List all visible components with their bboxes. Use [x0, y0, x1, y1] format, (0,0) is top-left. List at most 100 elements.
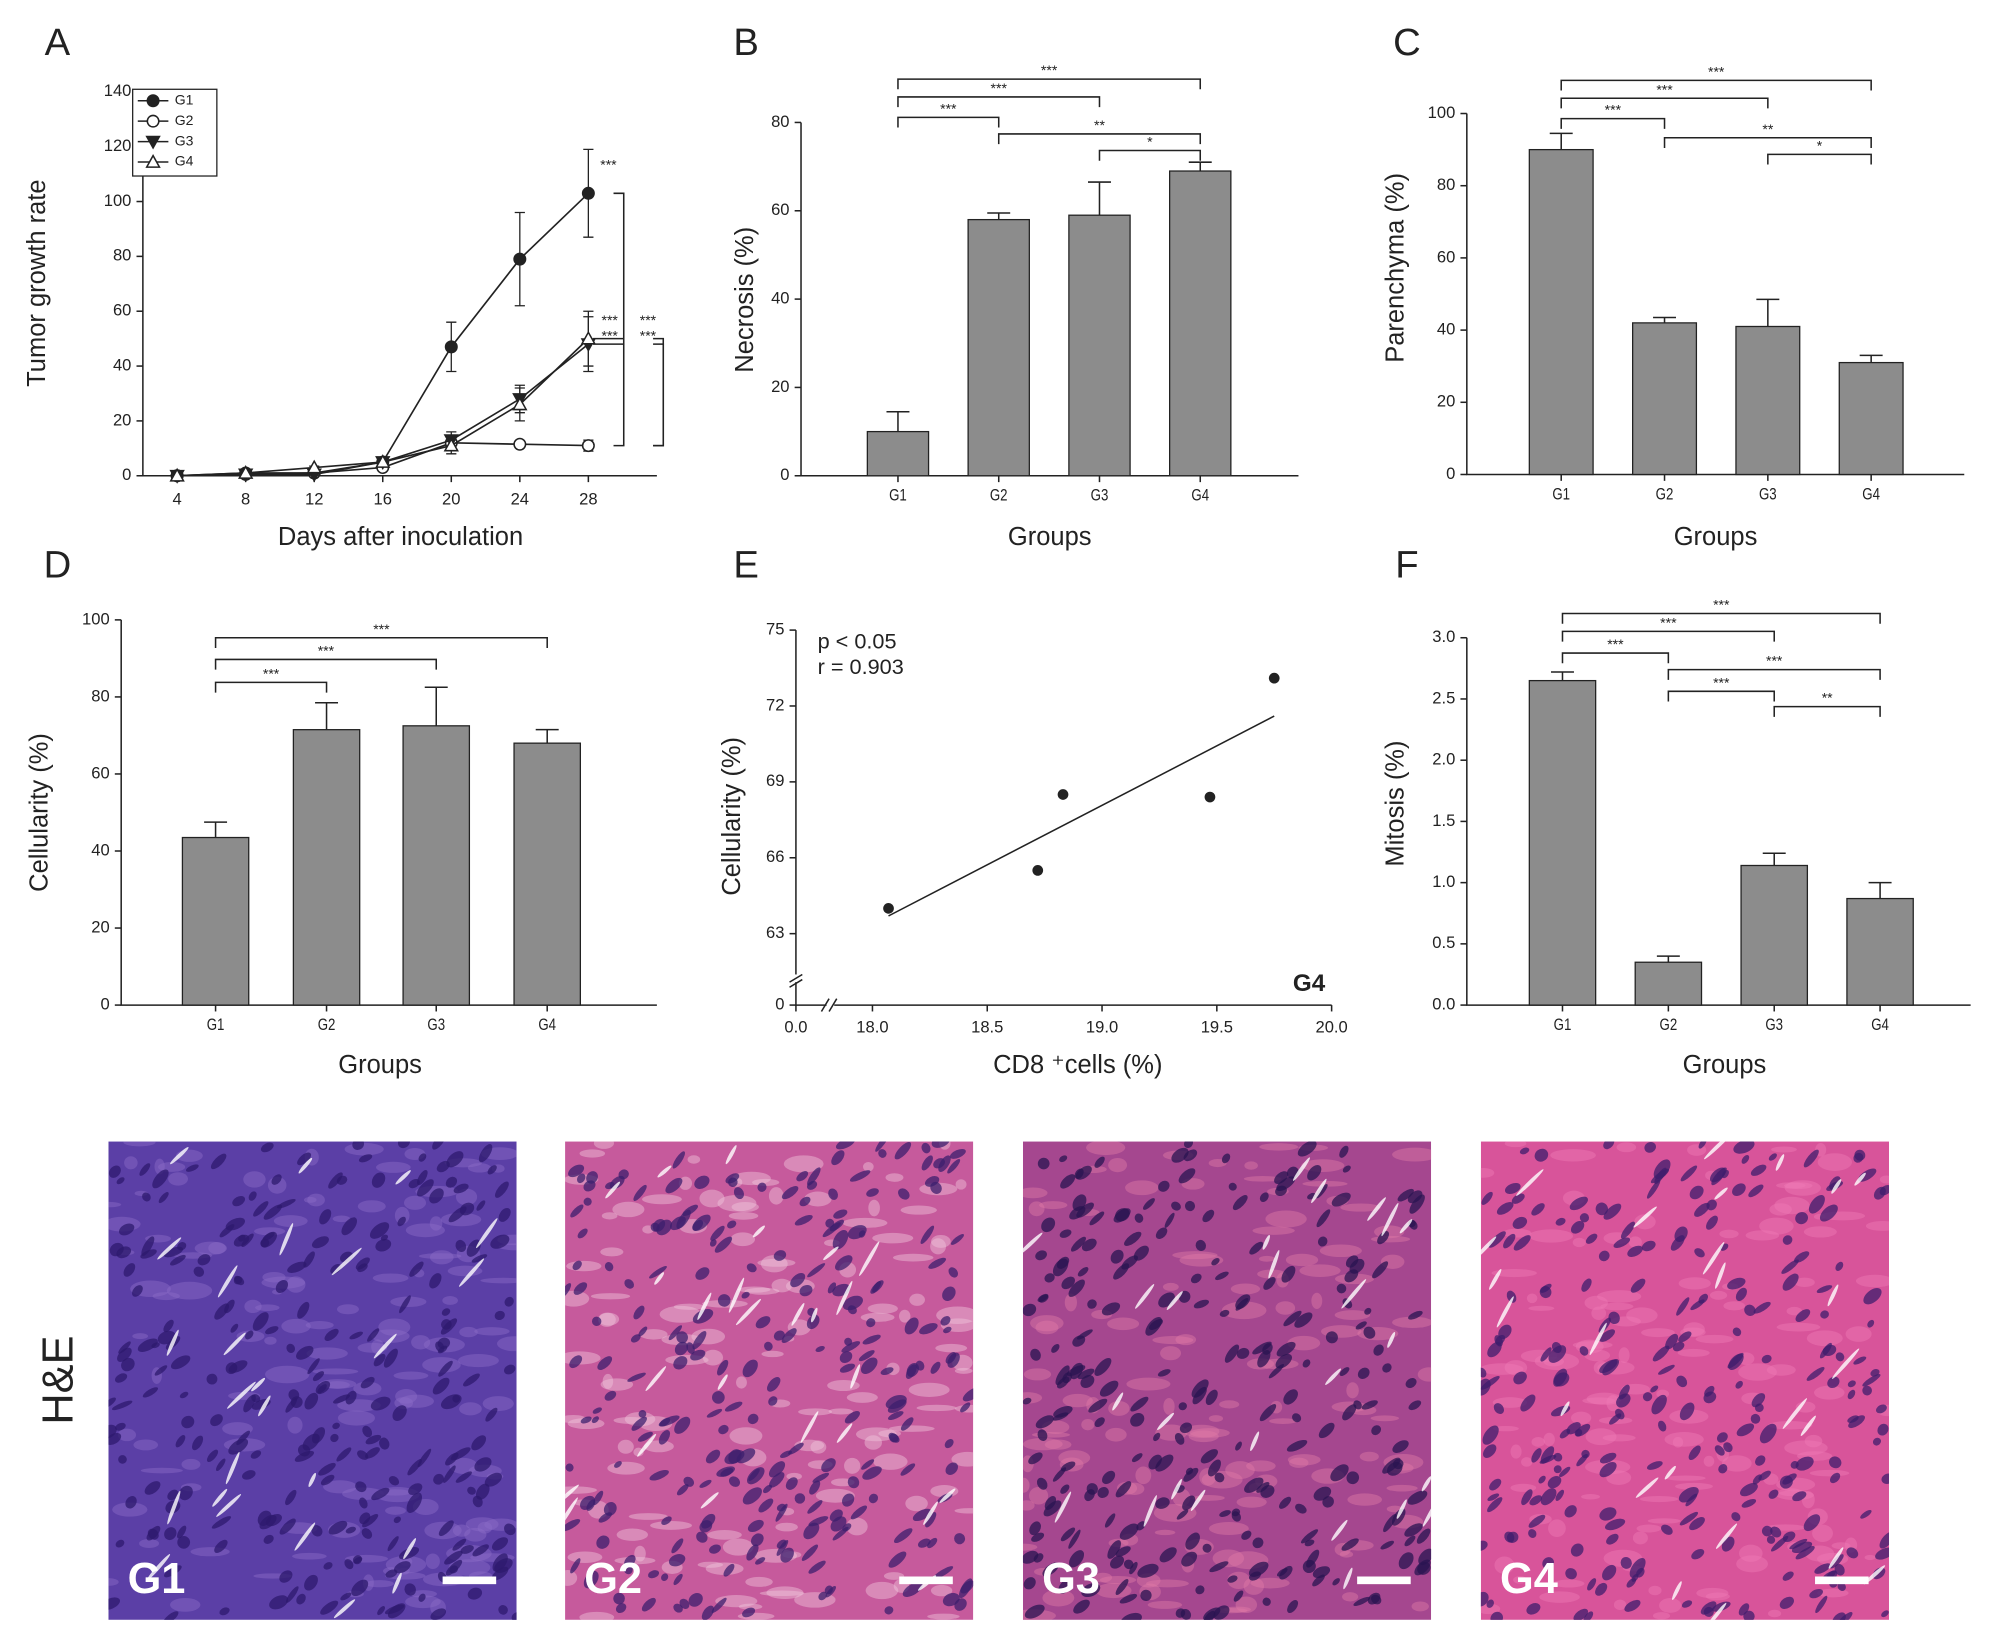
nucleus	[1181, 1551, 1198, 1567]
gap	[939, 1488, 956, 1504]
bar	[181, 836, 250, 1006]
gap	[251, 1377, 266, 1392]
nucleus	[1691, 1548, 1705, 1560]
tissue-light	[1126, 1377, 1171, 1391]
scale-bar	[899, 1576, 953, 1585]
y-tick-label: 1.0	[1432, 872, 1455, 891]
gap	[1341, 1279, 1367, 1309]
gap	[654, 1272, 665, 1285]
tissue-light	[909, 1293, 925, 1306]
nucleus	[211, 1516, 232, 1529]
nucleus	[776, 1539, 787, 1549]
gap	[1489, 1268, 1502, 1290]
nucleus	[417, 1448, 432, 1468]
gap	[725, 1145, 737, 1165]
nucleus	[1134, 1213, 1144, 1223]
y-tick-label: 80	[91, 686, 109, 705]
nucleus	[1528, 1514, 1546, 1528]
nucleus	[1698, 1293, 1709, 1304]
tissue-light	[1042, 1589, 1075, 1607]
nucleus	[285, 1489, 297, 1506]
tissue-light	[1504, 1360, 1528, 1376]
gap	[1292, 1157, 1310, 1181]
tissue-light	[1334, 1310, 1371, 1320]
tissue-light	[123, 1141, 156, 1147]
tissue-light	[1494, 1556, 1515, 1574]
tissue-light	[1370, 1415, 1399, 1422]
axes	[795, 630, 1332, 1006]
significance-label: ***	[1660, 614, 1677, 630]
nucleus	[1598, 1250, 1610, 1262]
nucleus	[742, 1359, 758, 1378]
nucleus	[1077, 1368, 1095, 1380]
nucleus	[1727, 1277, 1746, 1290]
nucleus	[1119, 1523, 1139, 1540]
tissue-light	[1648, 1585, 1662, 1596]
nucleus	[179, 1391, 189, 1399]
gap	[1311, 1178, 1327, 1204]
nucleus	[1832, 1612, 1846, 1620]
nucleus	[1262, 1597, 1271, 1606]
bar	[513, 742, 582, 1006]
y-tick-label: 60	[91, 763, 109, 782]
nucleus	[115, 1539, 125, 1548]
nucleus	[1414, 1559, 1431, 1576]
nucleus	[1583, 1611, 1594, 1620]
tissue-light	[736, 1376, 747, 1389]
nucleus	[568, 1164, 585, 1178]
nucleus	[286, 1586, 299, 1603]
nucleus	[1120, 1612, 1142, 1620]
nucleus	[279, 1518, 296, 1535]
nucleus	[583, 1197, 592, 1206]
error-bar	[424, 686, 448, 726]
nucleus	[1031, 1532, 1045, 1542]
tissue-light	[1417, 1367, 1432, 1382]
tissue-light	[1223, 1606, 1251, 1613]
tissue-light	[1814, 1385, 1845, 1400]
nucleus	[192, 1435, 204, 1451]
significance-bracket	[897, 116, 1000, 128]
tissue-light	[867, 1303, 898, 1314]
nucleus	[353, 1557, 363, 1564]
nucleus	[142, 1192, 151, 1202]
nucleus	[577, 1228, 588, 1239]
nucleus	[152, 1169, 169, 1189]
nucleus	[1506, 1290, 1517, 1303]
nucleus	[232, 1195, 246, 1207]
nucleus	[710, 1225, 725, 1241]
significance-bracket	[653, 337, 665, 447]
nucleus	[1689, 1516, 1705, 1531]
nucleus	[1176, 1509, 1189, 1520]
nucleus	[311, 1525, 323, 1537]
nucleus	[1820, 1310, 1829, 1319]
tissue-light	[1784, 1440, 1828, 1456]
tissue-light	[124, 1156, 138, 1170]
nucleus	[1398, 1552, 1414, 1570]
nucleus	[1060, 1484, 1070, 1494]
nucleus	[1599, 1507, 1617, 1521]
x-tick-label: 18.0	[856, 1017, 888, 1036]
tissue-light	[1526, 1293, 1538, 1304]
nucleus	[1489, 1478, 1502, 1491]
nucleus	[755, 1557, 766, 1565]
significance-bracket	[1561, 612, 1881, 624]
tissue-light	[1183, 1424, 1220, 1438]
nucleus	[1115, 1546, 1131, 1557]
significance-label: ***	[1041, 62, 1058, 78]
nucleus	[586, 1499, 596, 1511]
nucleus	[1872, 1567, 1886, 1580]
tissue-light	[292, 1552, 327, 1560]
nucleus	[1087, 1299, 1097, 1309]
nucleus	[1782, 1273, 1799, 1291]
tissue-light	[598, 1312, 616, 1327]
nucleus	[835, 1141, 855, 1150]
nucleus	[1685, 1493, 1698, 1507]
significance-bracket	[1773, 705, 1881, 717]
nucleus	[491, 1537, 509, 1551]
gap	[1828, 1547, 1844, 1569]
nucleus	[371, 1172, 386, 1188]
tissue-light	[935, 1343, 968, 1353]
nucleus	[962, 1386, 974, 1402]
nucleus	[718, 1424, 729, 1435]
tissue-light	[590, 1293, 631, 1300]
